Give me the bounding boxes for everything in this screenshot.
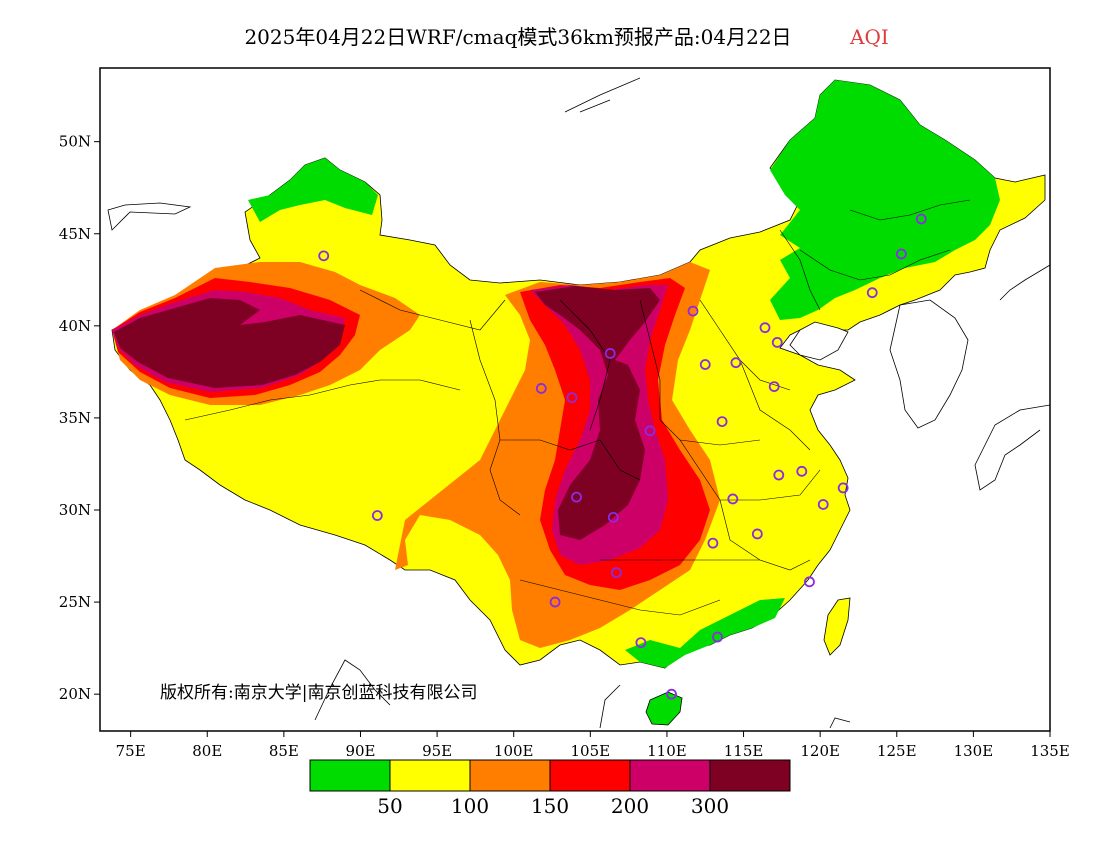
lon-tick-label: 125E: [877, 742, 917, 760]
city-station-marker: [773, 469, 785, 481]
lat-tick-label: 20N: [59, 685, 91, 703]
lat-tick-label: 35N: [59, 409, 91, 427]
lon-tick-label: 135E: [1030, 742, 1070, 760]
legend-swatch-hazardous: [709, 759, 791, 792]
city-station-marker: [768, 381, 780, 393]
city-station-marker: [751, 528, 763, 540]
legend-swatch-moderate: [389, 759, 471, 792]
city-station-marker: [866, 287, 878, 299]
legend-swatch-good: [309, 759, 391, 792]
legend-swatch-very-unhealthy: [629, 759, 711, 792]
lon-tick-label: 75E: [116, 742, 146, 760]
lon-tick-label: 130E: [954, 742, 994, 760]
map-area: [100, 68, 1050, 731]
city-station-marker: [566, 392, 578, 404]
legend-threshold-label: 300: [691, 794, 729, 818]
city-station-marker: [837, 482, 849, 494]
legend-threshold-label: 150: [531, 794, 569, 818]
city-station-marker: [796, 465, 808, 477]
taiwan-island: [823, 597, 851, 656]
city-station-marker: [318, 250, 330, 262]
lat-tick-label: 45N: [59, 225, 91, 243]
korea-peninsula: [889, 299, 969, 429]
map-frame: [99, 67, 1051, 732]
aqi-good-northwest: [248, 158, 378, 222]
bohai-sea: [789, 321, 849, 361]
lon-tick-label: 100E: [494, 742, 534, 760]
city-station-marker: [699, 359, 711, 370]
lat-tick-label: 50N: [59, 133, 91, 151]
city-station-marker: [817, 499, 829, 510]
aqi-good-south-coast: [625, 598, 785, 668]
aqi-good-northeast: [770, 80, 1000, 320]
legend-threshold-label: 50: [377, 794, 402, 818]
lon-tick-label: 80E: [192, 742, 222, 760]
lon-tick-label: 105E: [571, 742, 611, 760]
legend-swatch-unhealthy-sensitive: [469, 759, 551, 792]
city-station-marker: [727, 493, 739, 505]
city-station-marker: [895, 248, 907, 260]
city-station-marker: [707, 537, 719, 549]
city-station-marker: [771, 337, 783, 348]
lat-tick-label: 30N: [59, 501, 91, 519]
city-station-marker: [549, 596, 561, 608]
variable-label: AQI: [849, 25, 889, 49]
southeast-asia-coast: [314, 659, 851, 729]
lon-tick-label: 110E: [647, 742, 687, 760]
city-station-marker: [716, 416, 728, 428]
city-station-marker: [604, 348, 616, 359]
copyright-text: 版权所有:南京大学|南京创蓝科技有限公司: [160, 683, 477, 703]
lon-tick-label: 90E: [345, 742, 375, 760]
city-station-marker: [730, 357, 742, 369]
station-markers: [318, 213, 927, 700]
lat-tick-label: 25N: [59, 593, 91, 611]
lon-tick-label: 95E: [422, 742, 452, 760]
japan-coast: [974, 264, 1050, 491]
city-station-marker: [644, 425, 656, 437]
city-station-marker: [571, 491, 582, 503]
province-borders: [184, 199, 971, 616]
city-station-marker: [687, 305, 699, 317]
lon-tick-label: 115E: [724, 742, 764, 760]
aqi-hazardous-central: [535, 286, 660, 540]
city-station-marker: [666, 688, 677, 700]
lon-tick-label: 120E: [800, 742, 840, 760]
city-station-marker: [712, 631, 723, 643]
aqi-hazardous-west: [114, 298, 345, 388]
city-station-marker: [759, 322, 771, 334]
longitude-axis: 75E 80E 85E 90E 95E 100E 105E 110E 115E 120E 125E 1…: [116, 731, 1070, 760]
lon-tick-label: 85E: [269, 742, 299, 760]
map-title: 2025年04月22日WRF/cmaq模式36km预报产品:04月22日: [244, 25, 791, 49]
legend-swatch-unhealthy: [549, 759, 631, 792]
city-station-marker: [535, 383, 547, 394]
kazakh-border: [107, 202, 192, 231]
hainan-island: [645, 691, 683, 726]
latitude-axis: 50N 45N 40N 35N 30N 25N 20N: [59, 133, 100, 703]
color-legend: 50 100 150 200 300: [309, 759, 791, 818]
lat-tick-label: 40N: [59, 317, 91, 335]
city-station-marker: [607, 511, 619, 523]
mongolia-border: [564, 77, 641, 113]
city-station-marker: [915, 213, 927, 225]
city-station-marker: [635, 637, 647, 648]
legend-threshold-label: 100: [451, 794, 489, 818]
city-station-marker: [804, 576, 815, 588]
city-station-marker: [610, 567, 622, 579]
legend-threshold-label: 200: [611, 794, 649, 818]
aqi-very-unhealthy-central: [530, 285, 668, 565]
city-station-marker: [371, 510, 383, 521]
